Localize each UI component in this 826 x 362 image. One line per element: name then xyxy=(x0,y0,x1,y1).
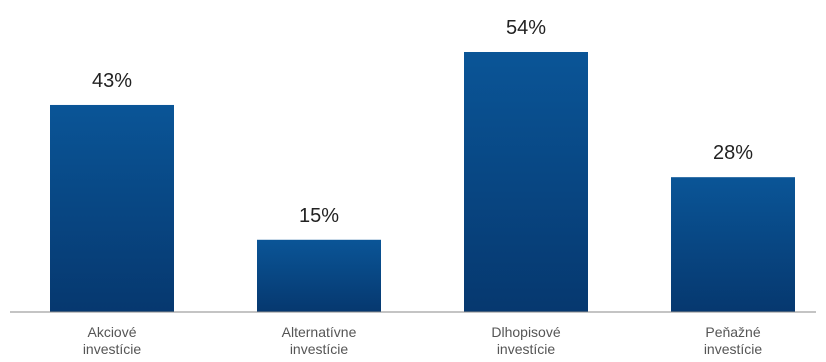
category-label-1-line-0: Alternatívne xyxy=(282,324,357,340)
value-label-1: 15% xyxy=(299,205,339,227)
category-label-3-line-0: Peňažné xyxy=(705,324,760,340)
bars-group xyxy=(50,52,795,313)
category-label-3-line-1: investície xyxy=(704,341,763,357)
category-label-1-line-1: investície xyxy=(290,341,349,357)
bar-2 xyxy=(464,52,588,312)
value-label-0: 43% xyxy=(92,70,132,92)
bar-0 xyxy=(50,104,174,313)
value-label-2: 54% xyxy=(506,17,546,39)
bar-3 xyxy=(671,177,795,312)
category-label-0-line-1: investície xyxy=(83,341,142,357)
bar-1 xyxy=(257,239,381,312)
category-label-2-line-1: investície xyxy=(497,341,556,357)
category-labels-group: AkciovéinvestícieAlternatívneinvestícieD… xyxy=(83,324,763,357)
value-labels-group: 43% 15% 54% 28% xyxy=(92,17,753,227)
category-label-0-line-0: Akciové xyxy=(87,324,136,340)
value-label-3: 28% xyxy=(713,142,753,164)
category-label-2-line-0: Dlhopisové xyxy=(491,324,560,340)
